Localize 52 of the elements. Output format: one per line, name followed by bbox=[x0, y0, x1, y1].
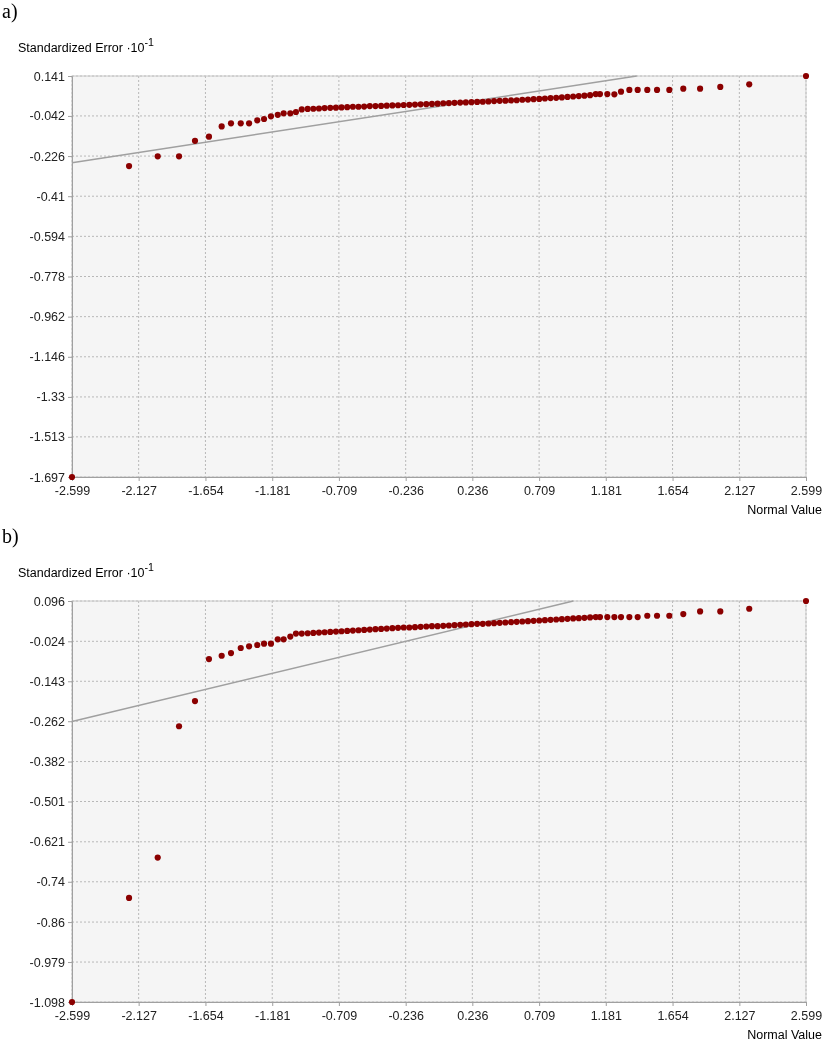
y-tick-label: -1.33 bbox=[36, 390, 66, 405]
y-tick-label: -0.262 bbox=[29, 714, 66, 729]
x-tick-label: -0.709 bbox=[321, 484, 358, 499]
y-tick-label: -0.778 bbox=[29, 270, 66, 284]
y-tick-label: -0.979 bbox=[29, 955, 66, 970]
y-tick-label: -0.024 bbox=[29, 634, 66, 649]
x-axis-title: Normal Value bbox=[747, 1028, 823, 1042]
y-tick-label: -1.146 bbox=[29, 350, 66, 365]
x-tick-label: -2.127 bbox=[121, 484, 157, 499]
y-tick-label: -0.621 bbox=[29, 835, 66, 850]
chart-title: b) bbox=[2, 525, 19, 548]
x-tick-label: 0.709 bbox=[523, 1009, 556, 1024]
x-tick-label: -0.236 bbox=[388, 484, 424, 499]
y-tick-label: -0.962 bbox=[29, 310, 66, 325]
y-tick-label: -0.501 bbox=[29, 795, 66, 809]
y-axis-title: Standardized Error ·10$^{-1}$ bbox=[18, 36, 154, 55]
chart-title: a) bbox=[2, 0, 18, 23]
x-tick-label: -1.181 bbox=[255, 484, 291, 499]
y-tick-label: 0.096 bbox=[33, 594, 66, 609]
y-tick-label: -1.098 bbox=[29, 995, 66, 1010]
x-tick-label: 2.127 bbox=[724, 1009, 756, 1024]
y-tick-label: -0.41 bbox=[36, 189, 66, 204]
y-tick-label: -0.594 bbox=[29, 229, 66, 244]
x-tick-label: -1.654 bbox=[188, 484, 224, 499]
y-tick-label: 0.141 bbox=[33, 69, 66, 84]
y-tick-label: -0.86 bbox=[36, 915, 66, 930]
x-tick-label: 2.599 bbox=[790, 484, 823, 499]
x-tick-label: 2.127 bbox=[724, 484, 756, 499]
y-tick-label: -0.226 bbox=[29, 149, 66, 164]
y-tick-label: -0.143 bbox=[29, 674, 66, 689]
y-tick-label: -1.513 bbox=[29, 430, 66, 445]
y-tick-label: -1.697 bbox=[29, 470, 66, 485]
x-tick-label: -2.127 bbox=[121, 1009, 157, 1024]
x-tick-label: 0.236 bbox=[457, 484, 489, 499]
y-tick-label: -0.74 bbox=[36, 875, 66, 890]
x-tick-label: 1.654 bbox=[657, 484, 689, 499]
x-tick-label: 0.709 bbox=[523, 484, 556, 499]
x-tick-label: -1.181 bbox=[255, 1009, 291, 1024]
x-tick-label: -1.654 bbox=[188, 1009, 224, 1024]
x-tick-label: 1.181 bbox=[590, 484, 622, 499]
x-tick-label: -2.599 bbox=[54, 484, 91, 499]
x-tick-label: 1.654 bbox=[657, 1009, 689, 1024]
x-tick-label: -0.709 bbox=[321, 1009, 358, 1024]
y-axis-title: Standardized Error ·10$^{-1}$ bbox=[18, 561, 154, 580]
y-tick-label: -0.382 bbox=[29, 755, 66, 770]
x-tick-label: 2.599 bbox=[790, 1009, 823, 1024]
x-tick-label: -0.236 bbox=[388, 1009, 424, 1024]
x-tick-label: -2.599 bbox=[54, 1009, 91, 1024]
y-tick-label: -0.042 bbox=[29, 109, 66, 124]
x-axis-title: Normal Value bbox=[747, 503, 823, 517]
x-tick-label: 0.236 bbox=[457, 1009, 489, 1024]
x-tick-label: 1.181 bbox=[590, 1009, 622, 1024]
